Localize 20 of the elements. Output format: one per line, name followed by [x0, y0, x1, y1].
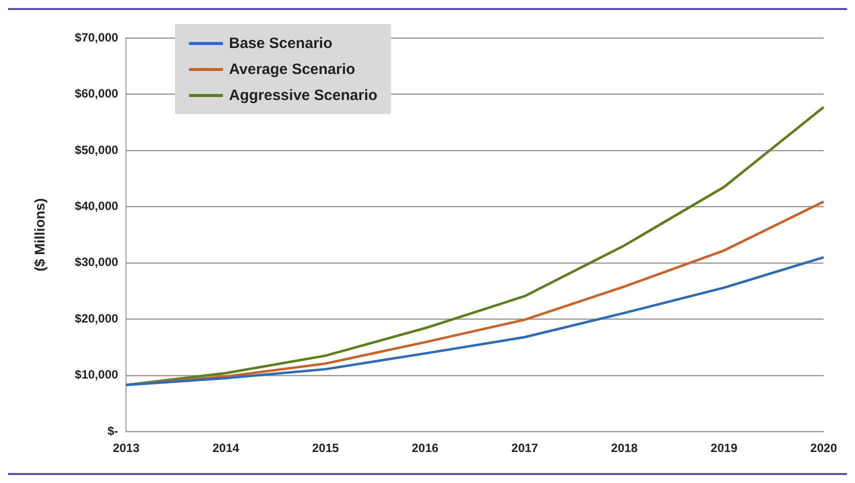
y-tick-label: $40,000 [74, 199, 118, 213]
y-tick-label: $70,000 [74, 30, 118, 44]
x-tick-label: 2013 [112, 441, 140, 456]
x-tick-label: 2020 [810, 441, 838, 456]
x-tick-label: 2015 [312, 441, 340, 456]
y-tick-label: $50,000 [74, 142, 118, 157]
x-tick-label: 2019 [710, 441, 738, 456]
x-tick-label: 2014 [212, 441, 240, 456]
legend-label: Average Scenario [229, 60, 356, 78]
x-tick-label: 2018 [611, 441, 638, 456]
y-tick-label: $10,000 [74, 368, 118, 382]
x-tick-label: 2016 [412, 441, 439, 456]
y-tick-label: $60,000 [74, 86, 118, 101]
y-tick-label: $20,000 [74, 311, 118, 326]
legend-label: Base Scenario [229, 34, 332, 52]
y-tick-label: $30,000 [74, 255, 118, 270]
y-tick-label: $- [108, 424, 118, 438]
y-axis-title: ($ Millions) [31, 198, 48, 272]
x-tick-label: 2017 [511, 441, 538, 456]
legend-label: Aggressive Scenario [229, 86, 378, 104]
